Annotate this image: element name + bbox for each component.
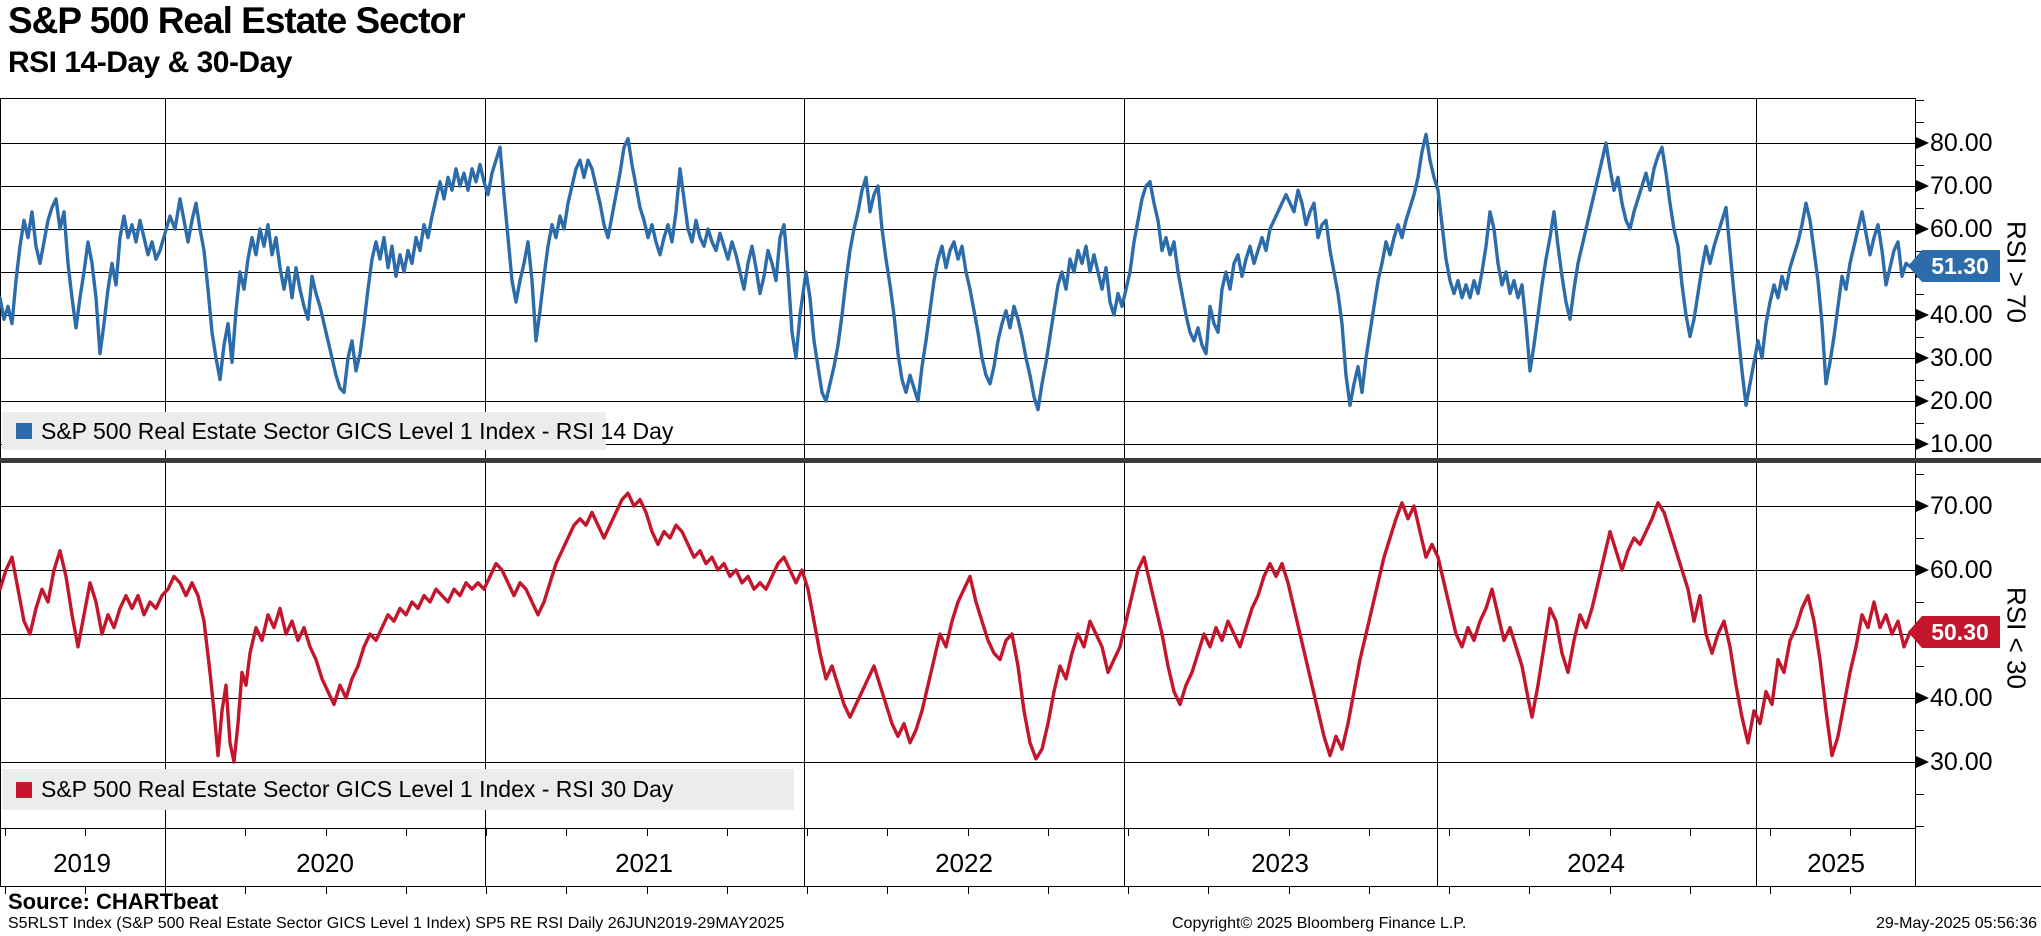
rsi-30-day-line — [0, 491, 1912, 764]
y-tick-label: 10.00 — [1930, 430, 1993, 458]
series-layer — [0, 132, 1912, 764]
legend-label-rsi-14: S&P 500 Real Estate Sector GICS Level 1 … — [41, 417, 674, 444]
y-tick-label: 70.00 — [1930, 492, 1993, 520]
source-note: Source: CHARTbeat — [8, 889, 219, 914]
y-axis-title-top: RSI > 70 — [2001, 221, 2032, 323]
legend-swatch-blue-icon — [16, 423, 32, 439]
grid-layer — [0, 98, 2041, 894]
panel-divider — [0, 458, 2041, 463]
legend-rsi-14[interactable]: S&P 500 Real Estate Sector GICS Level 1 … — [2, 412, 673, 450]
x-year-label-2024: 2024 — [1567, 848, 1625, 878]
last-value-badge-rsi-14: 51.30 — [1908, 250, 2000, 282]
y-tick-label: 40.00 — [1930, 684, 1993, 712]
copyright-note: Copyright© 2025 Bloomberg Finance L.P. — [1172, 915, 1467, 932]
y-tick-label: 20.00 — [1930, 387, 1993, 415]
y-tick-label: 60.00 — [1930, 215, 1993, 243]
legend-rsi-30[interactable]: S&P 500 Real Estate Sector GICS Level 1 … — [2, 769, 794, 810]
y-tick-label: 80.00 — [1930, 129, 1993, 157]
legend-swatch-red-icon — [16, 781, 32, 798]
legend-label-rsi-30: S&P 500 Real Estate Sector GICS Level 1 … — [41, 776, 674, 802]
ticker-description: S5RLST Index (S&P 500 Real Estate Sector… — [8, 915, 785, 932]
y-tick-label: 30.00 — [1930, 344, 1993, 372]
page-subtitle: RSI 14-Day & 30-Day — [8, 46, 292, 79]
y-tick-label: 60.00 — [1930, 556, 1993, 584]
axis-tick-layer — [1916, 137, 1929, 768]
y-tick-label: 70.00 — [1930, 172, 1993, 200]
x-year-label-2023: 2023 — [1251, 848, 1309, 878]
timestamp: 29-May-2025 05:56:36 — [1876, 915, 2037, 932]
x-year-label-2021: 2021 — [615, 848, 673, 878]
rsi-14-day-line — [0, 132, 1912, 412]
y-tick-label: 30.00 — [1930, 748, 1993, 776]
x-year-label-2019: 2019 — [53, 848, 111, 878]
y-axis-title-bottom: RSI < 30 — [2001, 587, 2032, 689]
page-title: S&P 500 Real Estate Sector — [8, 0, 466, 41]
x-year-label-2020: 2020 — [296, 848, 354, 878]
last-value-badge-rsi-30: 50.30 — [1908, 616, 2000, 648]
x-year-label-2025: 2025 — [1807, 848, 1865, 878]
x-year-label-2022: 2022 — [935, 848, 993, 878]
y-tick-label: 40.00 — [1930, 301, 1993, 329]
